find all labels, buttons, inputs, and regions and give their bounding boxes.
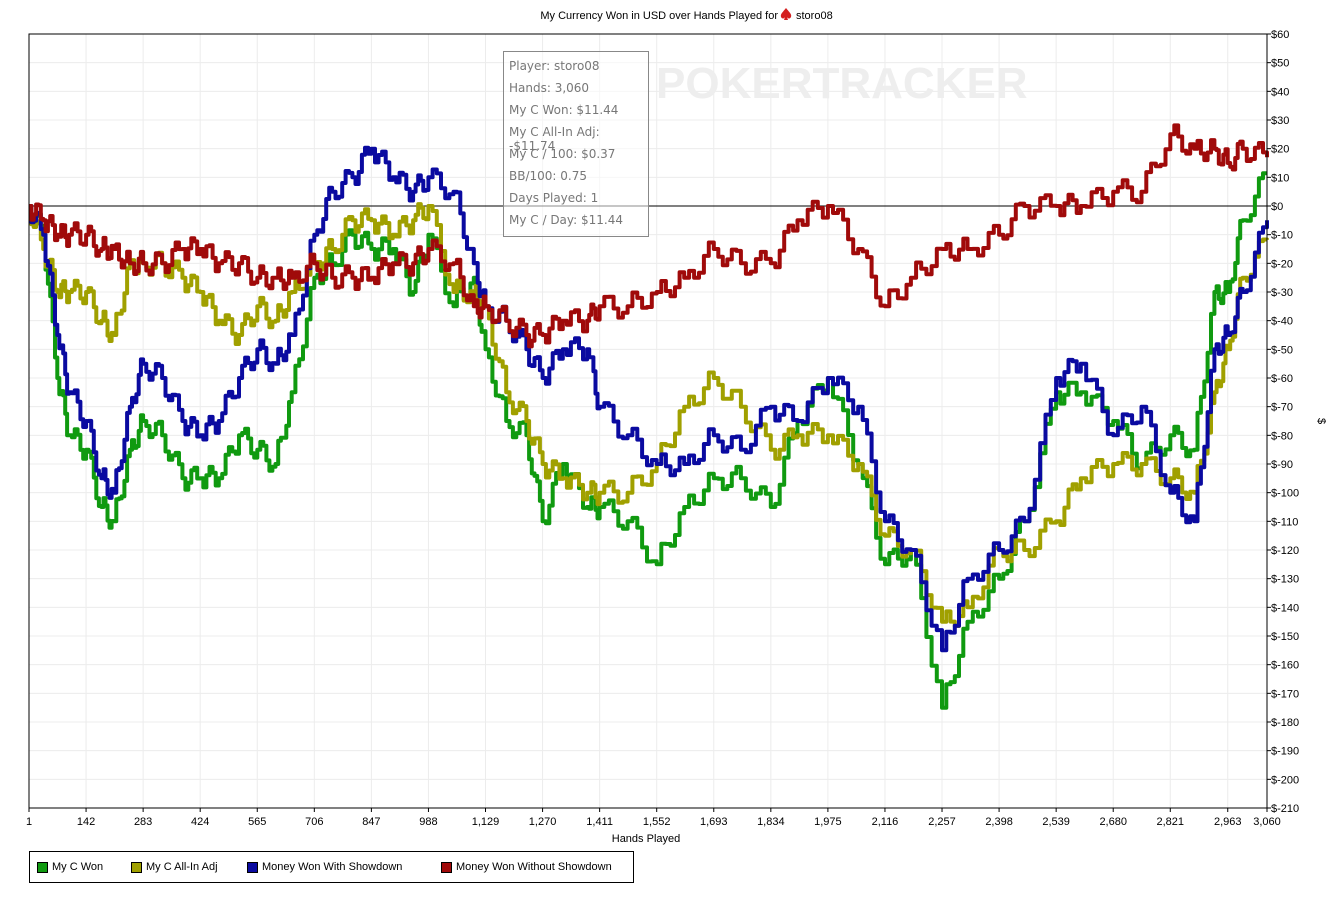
x-tick-label: 988 <box>419 816 437 828</box>
x-tick-label: 1,552 <box>643 816 671 828</box>
tooltip-line: My C Won: $11.44 <box>509 103 619 117</box>
x-tick-label: 424 <box>191 816 209 828</box>
x-tick-label: 1,975 <box>814 816 842 828</box>
y-tick-label: $-60 <box>1271 373 1293 385</box>
y-tick-label: $-90 <box>1271 459 1293 471</box>
plot-area-border <box>28 33 1268 809</box>
x-tick-label: 1,129 <box>472 816 500 828</box>
y-tick-label: $-40 <box>1271 316 1293 328</box>
y-tick-label: $60 <box>1271 29 1289 41</box>
x-tick-label: 1,834 <box>757 816 785 828</box>
y-tick-label: $-130 <box>1271 574 1299 586</box>
y-tick-label: $-170 <box>1271 688 1299 700</box>
tooltip-line: Player: storo08 <box>509 59 600 73</box>
legend-label: My C All-In Adj <box>146 861 218 873</box>
player-name: storo08 <box>796 10 833 22</box>
legend: My C Won My C All-In Adj Money Won With … <box>29 851 634 883</box>
y-tick-label: $-30 <box>1271 287 1293 299</box>
legend-item-my-c-won[interactable]: My C Won <box>37 861 103 873</box>
x-axis-label: Hands Played <box>612 833 681 845</box>
legend-swatch <box>131 861 142 873</box>
legend-label: My C Won <box>52 861 104 873</box>
y-tick-label: $-160 <box>1271 660 1299 672</box>
y-tick-label: $-190 <box>1271 746 1299 758</box>
x-tick-label: 2,116 <box>872 816 899 828</box>
x-tick-label: 1,411 <box>586 816 613 828</box>
y-axis-label: $ <box>1315 418 1327 424</box>
y-tick-label: $-110 <box>1271 516 1298 528</box>
y-tick-label: $0 <box>1271 201 1283 213</box>
tooltip-line: My C / 100: $0.37 <box>509 147 616 161</box>
tooltip-line: BB/100: 0.75 <box>509 169 587 183</box>
y-tick-label: $-100 <box>1271 488 1299 500</box>
pokerstars-spade-icon <box>780 8 792 20</box>
y-tick-label: $-50 <box>1271 344 1293 356</box>
y-tick-label: $-20 <box>1271 258 1293 270</box>
x-tick-label: 2,680 <box>1099 816 1127 828</box>
y-tick-label: $-200 <box>1271 774 1299 786</box>
legend-label: Money Won With Showdown <box>262 861 403 873</box>
y-tick-label: $-150 <box>1271 631 1299 643</box>
legend-item-showdown[interactable]: Money Won With Showdown <box>247 861 402 873</box>
x-tick-label: 706 <box>305 816 323 828</box>
y-tick-label: $-80 <box>1271 430 1293 442</box>
x-tick-label: 847 <box>362 816 380 828</box>
y-tick-label: $10 <box>1271 172 1289 184</box>
x-tick-label: 565 <box>248 816 266 828</box>
legend-label: Money Won Without Showdown <box>456 861 612 873</box>
y-tick-label: $-70 <box>1271 402 1293 414</box>
tooltip-line: Days Played: 1 <box>509 191 599 205</box>
series-lines <box>29 123 1269 710</box>
legend-swatch <box>37 861 48 873</box>
y-tick-label: $40 <box>1271 86 1289 98</box>
x-tick-label: 2,257 <box>928 816 956 828</box>
y-tick-label: $20 <box>1271 144 1289 156</box>
series-line-money-won-without-showdown <box>29 123 1269 349</box>
x-tick-label: 142 <box>77 816 95 828</box>
y-axis: $60 $50 $40 $30 $20 $10 $0 $-10 $-20 $-30 $-40 $-50… <box>1267 29 1299 815</box>
x-tick-label: 1,270 <box>529 816 557 828</box>
tooltip-line: My C All-In Adj: -$11.74 <box>509 125 600 153</box>
x-tick-label: 2,539 <box>1042 816 1070 828</box>
x-tick-label: 1 <box>26 816 32 828</box>
series-line-money-won-with-showdown <box>29 145 1269 653</box>
hover-tooltip: Player: storo08 Hands: 3,060 My C Won: $… <box>503 51 649 237</box>
y-tick-label: $-140 <box>1271 602 1299 614</box>
series-line-my-c-all-in-adj <box>29 202 1269 628</box>
chart-title: My Currency Won in USD over Hands Played… <box>540 8 833 22</box>
x-tick-label: 1,693 <box>700 816 728 828</box>
x-tick-label: 3,060 <box>1253 816 1281 828</box>
tooltip-line: My C / Day: $11.44 <box>509 213 623 227</box>
x-tick-label: 283 <box>134 816 152 828</box>
y-tick-label: $50 <box>1271 58 1289 70</box>
x-tick-label: 2,821 <box>1157 816 1185 828</box>
legend-item-all-in-adj[interactable]: My C All-In Adj <box>131 861 218 873</box>
tooltip-line: Hands: 3,060 <box>509 81 590 95</box>
x-axis: 1 142 283 424 565 706 847 988 1,129 1,270 1,411 1,5… <box>26 808 1281 828</box>
legend-swatch <box>247 861 258 873</box>
x-tick-label: 2,398 <box>985 816 1013 828</box>
y-tick-label: $30 <box>1271 115 1289 127</box>
y-tick-label: $-10 <box>1271 230 1293 242</box>
chart-title-text: My Currency Won in USD over Hands Played… <box>540 10 778 22</box>
y-tick-label: $-120 <box>1271 545 1299 557</box>
x-tick-label: 2,963 <box>1214 816 1242 828</box>
y-tick-label: $-180 <box>1271 717 1299 729</box>
y-tick-label: $-210 <box>1271 803 1299 815</box>
watermark: POKERTRACKER <box>656 59 1028 108</box>
legend-item-non-showdown[interactable]: Money Won Without Showdown <box>441 861 612 873</box>
legend-swatch <box>441 861 452 873</box>
series-line-my-c-won <box>29 171 1267 710</box>
